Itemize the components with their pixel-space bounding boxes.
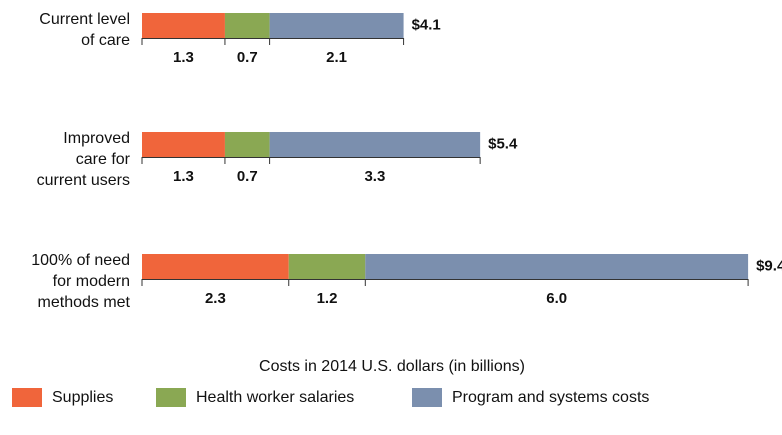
value-label: 6.0 bbox=[546, 290, 567, 307]
category-label: Current level of care bbox=[39, 11, 130, 49]
legend-swatch bbox=[412, 388, 442, 407]
bar-segment bbox=[142, 13, 225, 38]
legend-swatch bbox=[12, 388, 42, 407]
category-label: Improved care for current users bbox=[36, 130, 130, 189]
value-label: 1.3 bbox=[173, 168, 194, 185]
value-label: 0.7 bbox=[237, 49, 258, 66]
value-label: 2.1 bbox=[326, 49, 347, 66]
bar-segment bbox=[142, 132, 225, 157]
x-axis-label: Costs in 2014 U.S. dollars (in billions) bbox=[259, 358, 525, 375]
total-label: $5.4 bbox=[488, 135, 518, 152]
legend-label: Supplies bbox=[52, 389, 113, 406]
bar-segment bbox=[288, 254, 366, 279]
total-label: $9.4 bbox=[756, 257, 782, 274]
legend-label: Health worker salaries bbox=[196, 389, 354, 406]
value-label: 1.3 bbox=[173, 49, 194, 66]
value-label: 3.3 bbox=[364, 168, 385, 185]
bar-segment bbox=[269, 13, 404, 38]
value-label: 1.2 bbox=[317, 290, 338, 307]
legend-swatch bbox=[156, 388, 186, 407]
value-label: 2.3 bbox=[205, 290, 226, 307]
category-label: 100% of need for modern methods met bbox=[31, 252, 130, 311]
bar-segment bbox=[224, 13, 270, 38]
bar-segment bbox=[365, 254, 749, 279]
value-label: 0.7 bbox=[237, 168, 258, 185]
bar-segment bbox=[224, 132, 270, 157]
total-label: $4.1 bbox=[412, 16, 441, 33]
bar-segment bbox=[142, 254, 289, 279]
legend-label: Program and systems costs bbox=[452, 389, 649, 406]
bar-segment bbox=[269, 132, 481, 157]
